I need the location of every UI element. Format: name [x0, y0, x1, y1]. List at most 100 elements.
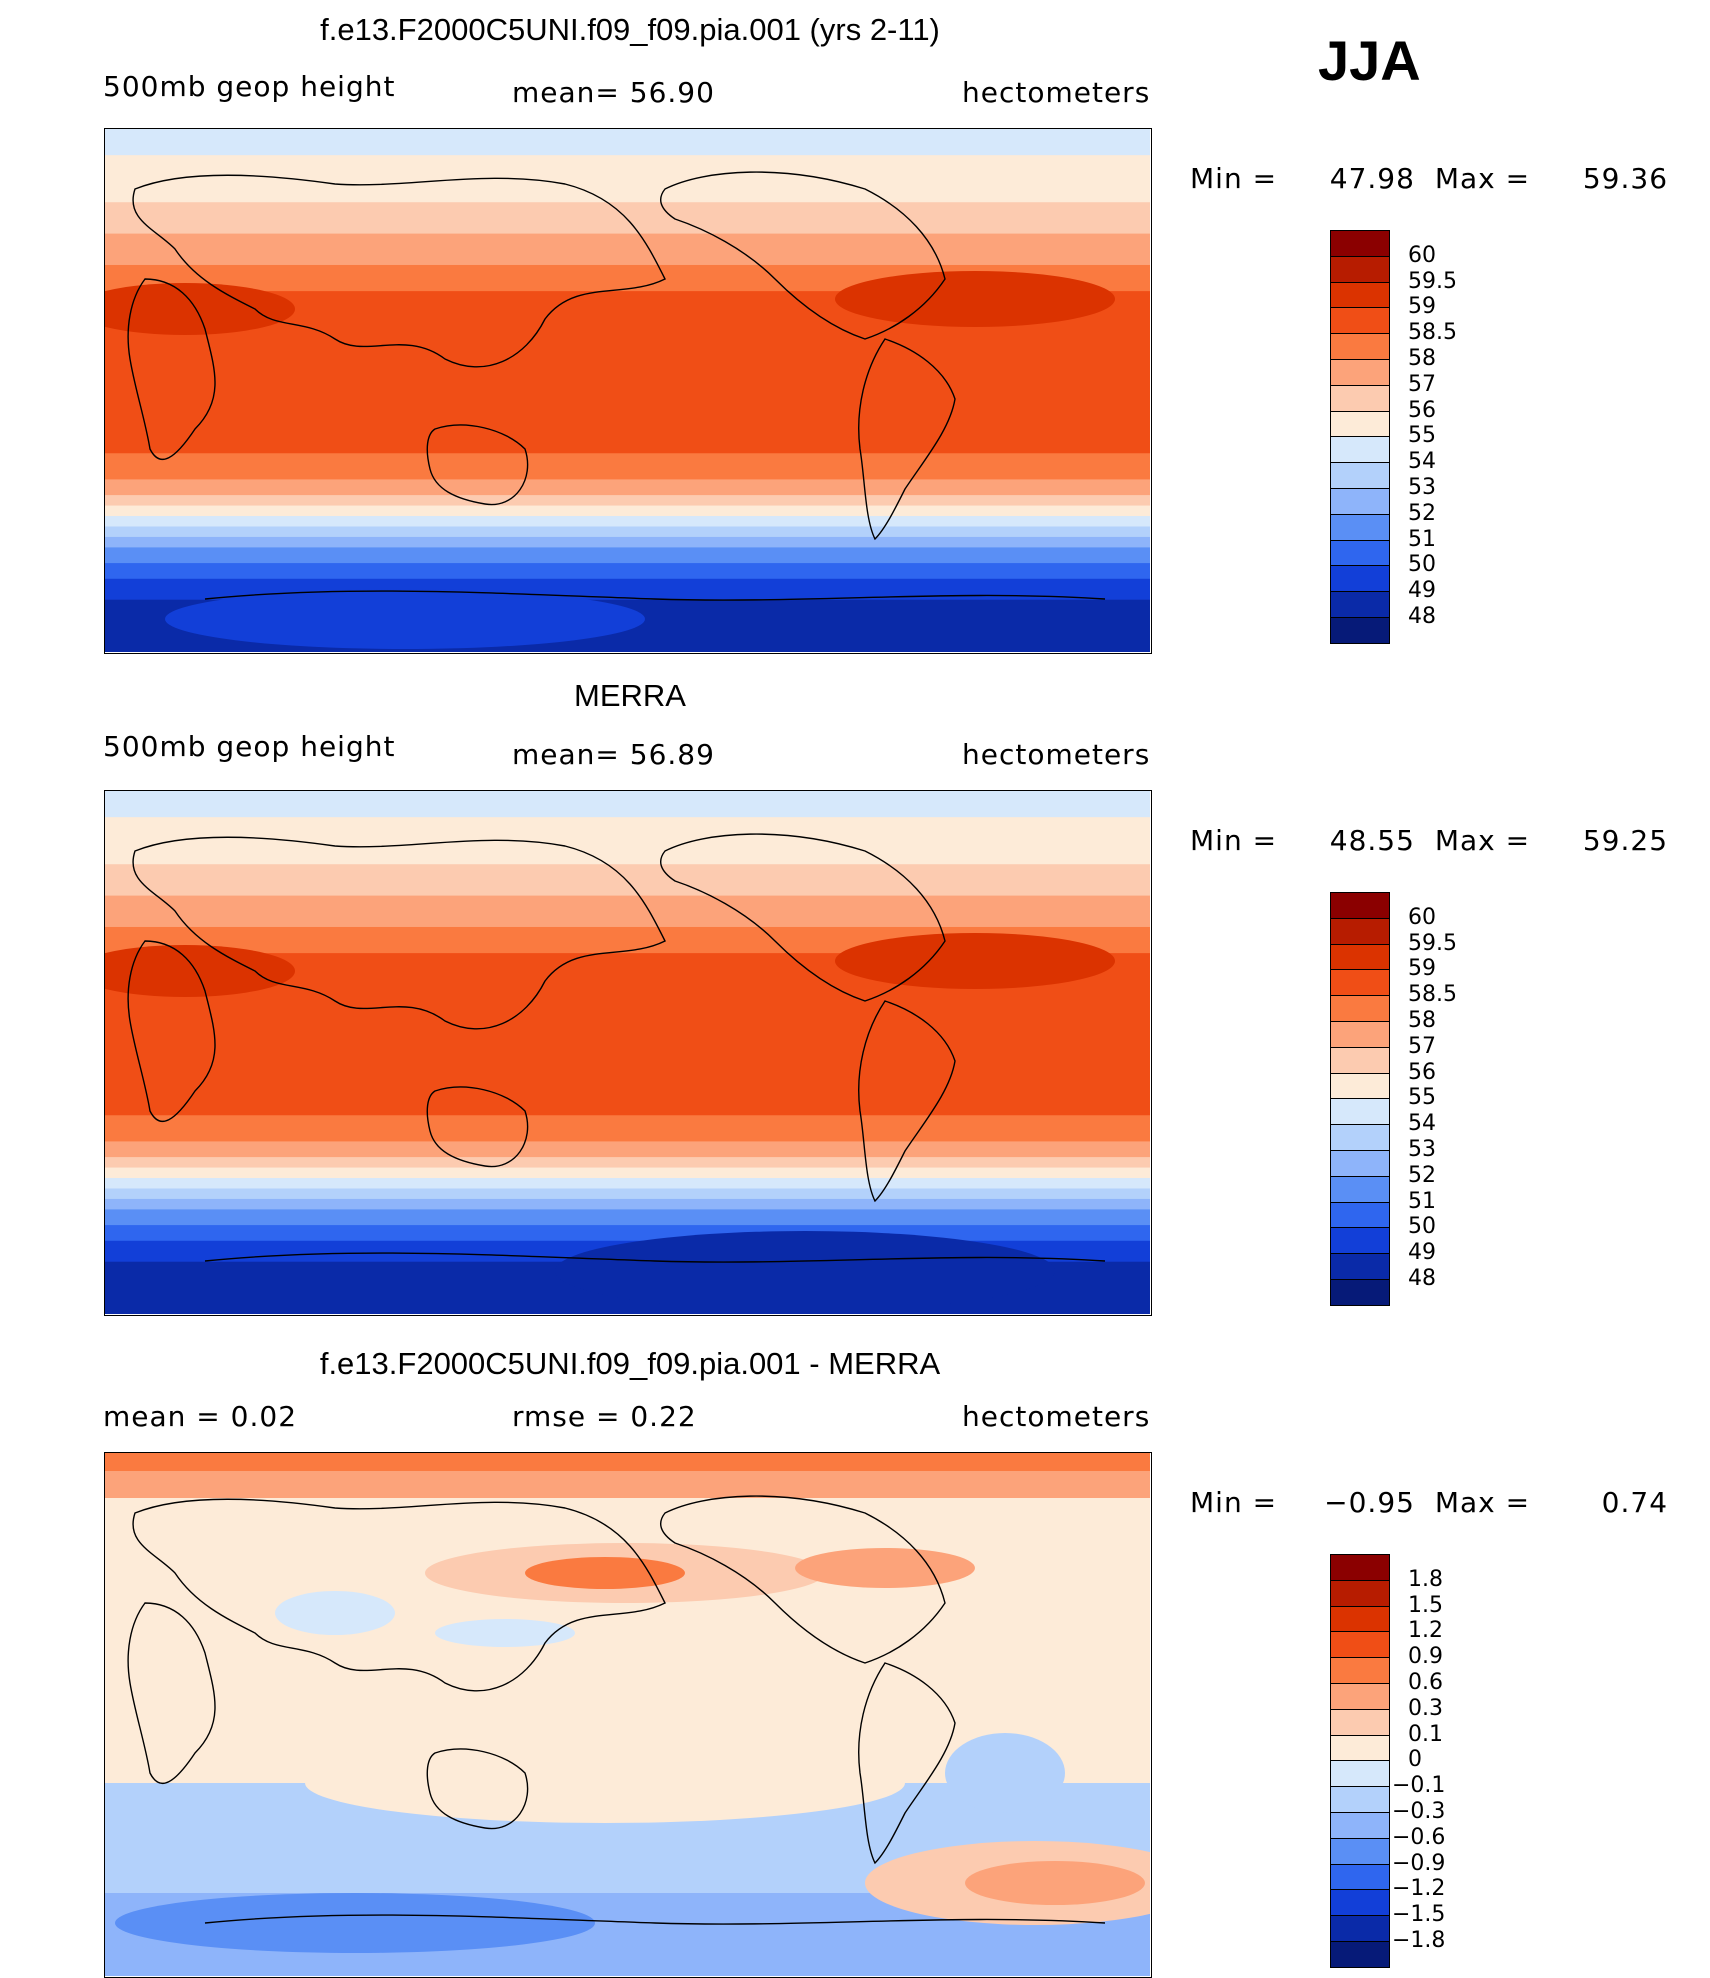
panel-3-mean-label: mean = 0.02	[103, 1400, 298, 1433]
panel-3-min-value: −0.95	[1324, 1486, 1415, 1519]
colorbar-swatch	[1330, 1889, 1390, 1917]
contour-band	[105, 895, 1150, 928]
panel-3-colorbar: 1.8 1.5 1.2 0.9 0.6 0.3 0.1 0 −0.1 −0.3 −0.6 −0.9 −1…	[1330, 1554, 1490, 1969]
colorbar-label: 48	[1408, 1266, 1436, 1291]
coastline	[127, 940, 216, 1123]
colorbar-label: 59.5	[1408, 268, 1457, 294]
colorbar-swatch	[1330, 410, 1390, 438]
panel-3-min-label: Min =	[1190, 1486, 1278, 1519]
coastline	[132, 1498, 666, 1692]
colorbar-label: 1.2	[1408, 1618, 1443, 1644]
colorbar-swatch	[1330, 1046, 1390, 1075]
colorbar-label: −0.1	[1392, 1773, 1446, 1799]
colorbar-swatch	[1330, 513, 1390, 542]
colorbar-swatch	[1330, 892, 1390, 920]
panel-2-minmax: Min = 48.55 Max = 59.25	[1190, 824, 1668, 857]
colorbar-label: 0.3	[1408, 1695, 1443, 1721]
coastline	[204, 1252, 1106, 1263]
colorbar-swatch	[1330, 1812, 1390, 1840]
colorbar-label: 50	[1408, 552, 1436, 578]
season-label: JJA	[1318, 29, 1421, 92]
contour-band	[105, 1178, 1150, 1190]
colorbar-label: 53	[1408, 475, 1436, 500]
colorbar-label: 0.6	[1408, 1670, 1443, 1695]
contour-band	[105, 526, 1150, 538]
colorbar-label: −0.6	[1392, 1824, 1446, 1850]
contour-band	[105, 563, 1150, 580]
panel-1-minmax: Min = 47.98 Max = 59.36	[1190, 162, 1668, 195]
contour-band	[305, 1743, 905, 1823]
panel-3-minmax: Min = −0.95 Max = 0.74	[1190, 1486, 1668, 1519]
coastline	[659, 1495, 946, 1664]
colorbar-swatch	[1330, 1201, 1390, 1229]
coastline	[858, 1662, 956, 1865]
contour-band	[105, 495, 1150, 507]
colorbar-swatch	[1330, 917, 1390, 946]
colorbar-swatch	[1330, 1279, 1390, 1307]
panel-3-rmse-label: rmse = 0.22	[512, 1400, 697, 1433]
colorbar-swatch	[1330, 1554, 1390, 1582]
colorbar-label: 0.9	[1408, 1644, 1443, 1670]
panel-3-title: f.e13.F2000C5UNI.f09_f09.pia.001 - MERRA	[319, 1346, 941, 1381]
colorbar-swatch	[1330, 1863, 1390, 1891]
colorbar-swatch	[1330, 565, 1390, 593]
contour-band	[105, 1141, 1150, 1159]
coastline	[132, 836, 666, 1030]
colorbar-swatch	[1330, 462, 1390, 490]
colorbar-swatch	[1330, 333, 1390, 361]
colorbar-label: 60	[1408, 242, 1436, 268]
colorbar-label: 57	[1408, 1033, 1436, 1059]
contour-band	[105, 129, 1150, 157]
colorbar-swatch	[1330, 1915, 1390, 1943]
panel-3-units-label: hectometers	[962, 1400, 1151, 1433]
colorbar-swatch	[1330, 539, 1390, 567]
panel-2-max-label: Max =	[1434, 824, 1531, 857]
panel-1-min-label: Min =	[1190, 162, 1278, 195]
coastline	[426, 1748, 529, 1830]
contour-band	[165, 589, 645, 649]
colorbar-swatch	[1330, 384, 1390, 413]
panel-2-min-value: 48.55	[1329, 824, 1415, 857]
colorbar-label: 52	[1408, 500, 1436, 526]
colorbar-label: 49	[1408, 1240, 1436, 1266]
colorbar-swatch	[1330, 1837, 1390, 1866]
colorbar-swatch	[1330, 1175, 1390, 1204]
colorbar-label: 55	[1408, 1085, 1436, 1111]
panel-1-units-label: hectometers	[962, 76, 1151, 109]
coastline	[659, 833, 946, 1002]
colorbar-swatch	[1330, 1786, 1390, 1814]
contour-band	[945, 1733, 1065, 1813]
colorbar-label: −1.5	[1392, 1902, 1446, 1928]
colorbar-swatch	[1330, 230, 1390, 258]
contour-band	[835, 933, 1115, 989]
panel-2-colorbar: 60 59.5 59 58.5 58 57 56 55 54 53 52 51 50 49 48	[1330, 892, 1490, 1307]
panel-2-map	[104, 790, 1152, 1316]
contour-band	[275, 1591, 395, 1635]
contour-band	[105, 233, 1150, 266]
contour-band	[105, 1157, 1150, 1169]
colorbar-label: 56	[1408, 397, 1436, 423]
coastline	[858, 338, 956, 541]
colorbar-label: 50	[1408, 1214, 1436, 1240]
colorbar-swatch	[1330, 1150, 1390, 1178]
colorbar-label: 59	[1408, 956, 1436, 982]
panel-1-min-value: 47.98	[1329, 162, 1415, 195]
coastline	[127, 278, 216, 461]
colorbar-label: 51	[1408, 526, 1436, 552]
colorbar-swatch	[1330, 1098, 1390, 1126]
contour-band	[105, 1453, 1150, 1471]
panel-3-map	[104, 1452, 1152, 1978]
colorbar-label: 57	[1408, 371, 1436, 397]
colorbar-label: 59.5	[1408, 930, 1457, 956]
colorbar-label: 60	[1408, 904, 1436, 930]
panel-2-variable-label: 500mb geop height	[103, 730, 396, 763]
colorbar-swatch	[1330, 617, 1390, 645]
panel-1-title: f.e13.F2000C5UNI.f09_f09.pia.001 (yrs 2-…	[320, 12, 940, 47]
colorbar-swatch	[1330, 1072, 1390, 1100]
contour-band	[555, 1231, 1055, 1311]
colorbar-swatch	[1330, 995, 1390, 1023]
contour-band	[105, 536, 1150, 549]
contour-band	[525, 1557, 685, 1589]
colorbar-swatch	[1330, 1657, 1390, 1685]
contour-band	[105, 283, 295, 335]
